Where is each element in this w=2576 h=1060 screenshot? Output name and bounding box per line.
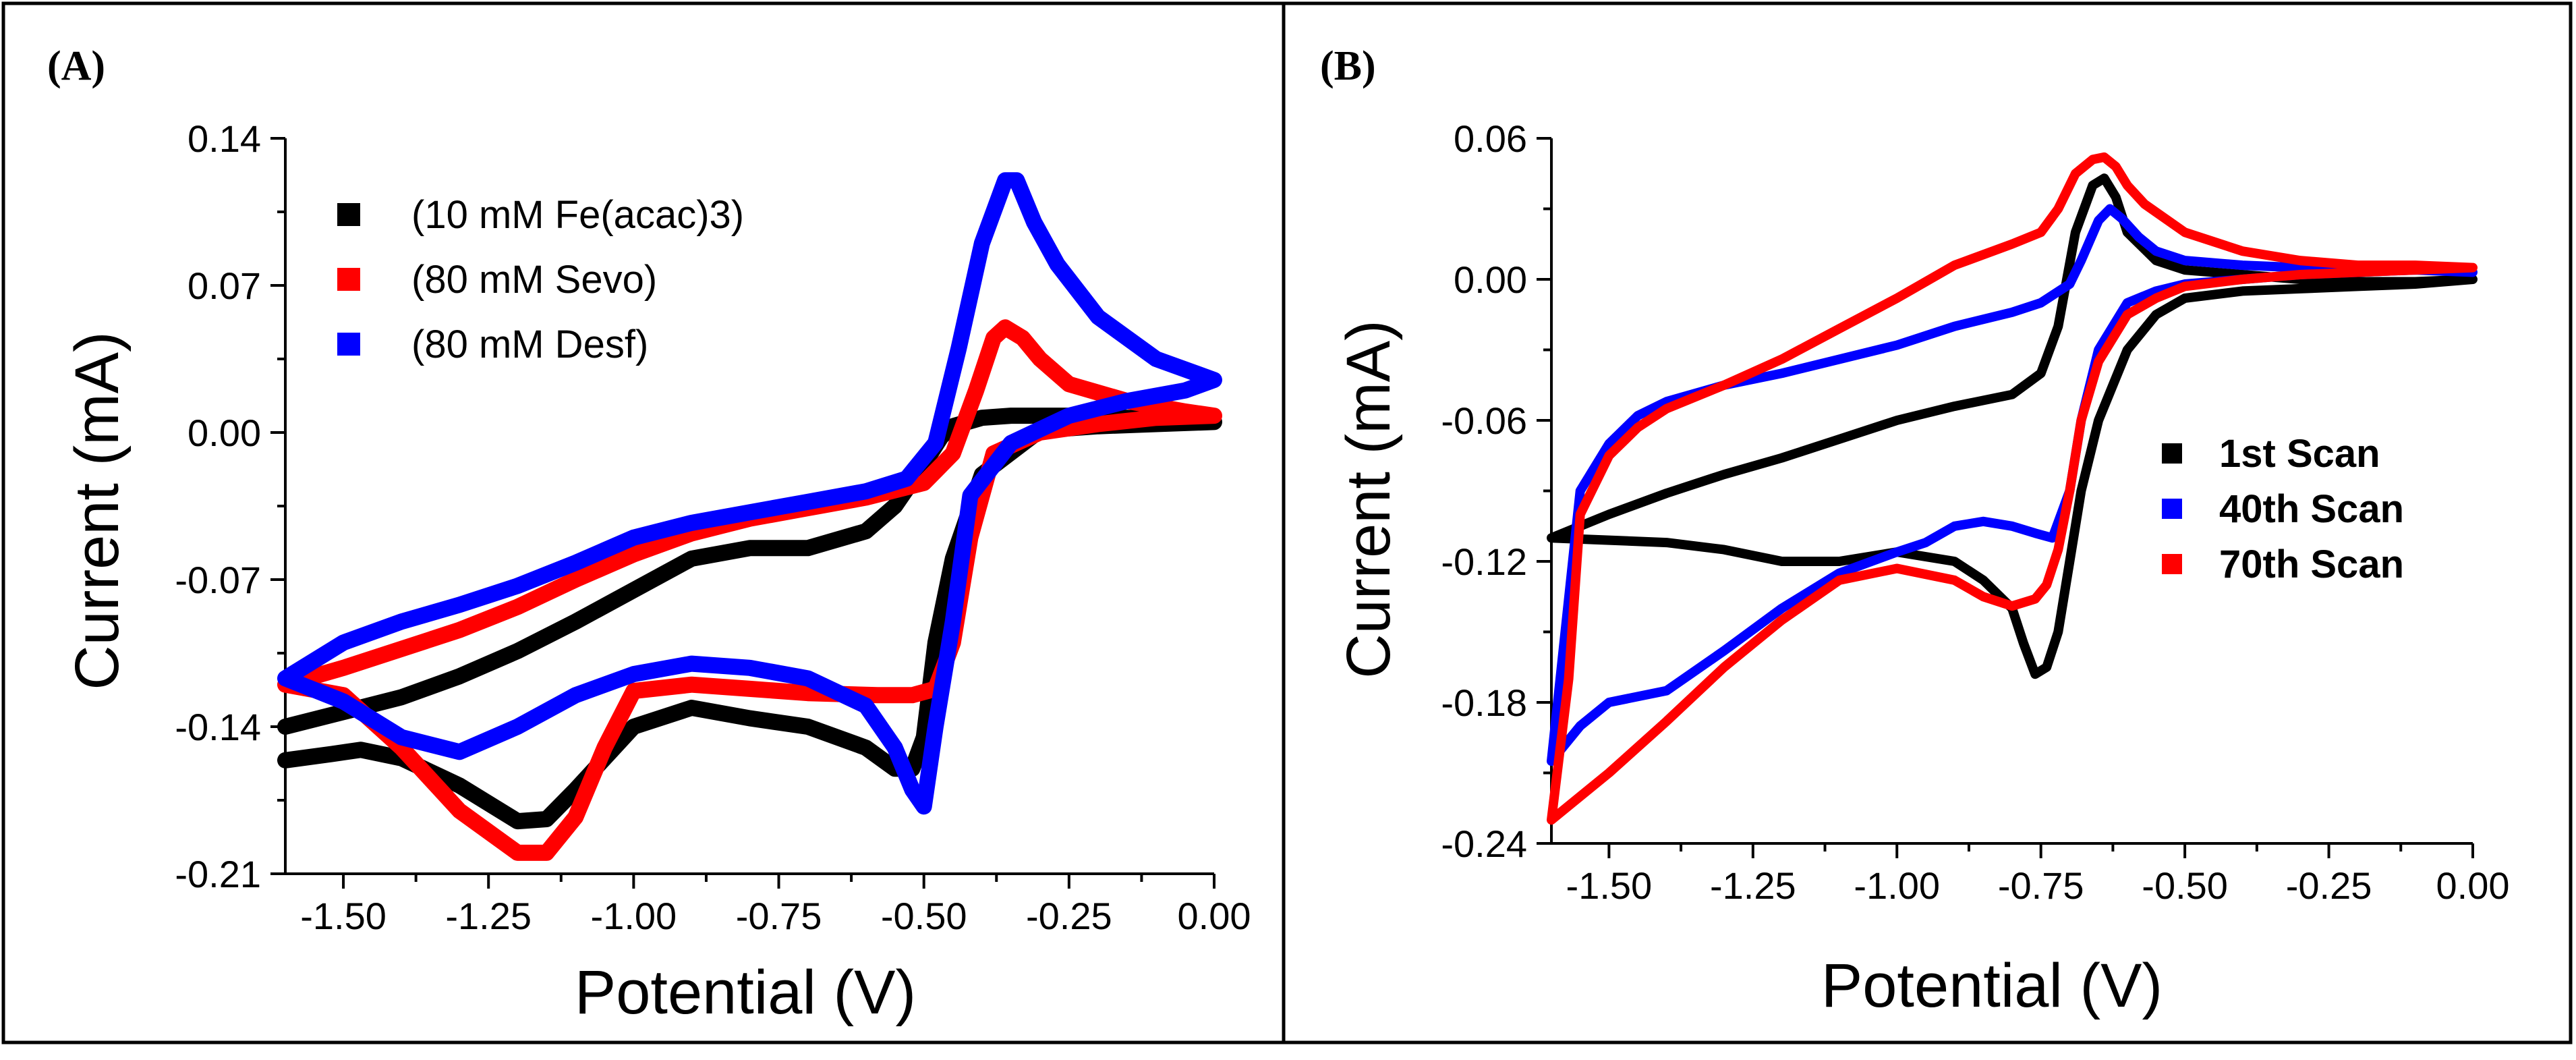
panel-b-plot — [1547, 152, 2478, 825]
panel-b-legend-swatch — [2162, 554, 2182, 574]
panel-b-legend-swatch — [2162, 443, 2182, 464]
panel-b-y-axis-title: Current (mA) — [1334, 320, 1403, 679]
panel-a: (A) -1.50 -1.25 -1.00 -0.75 -0.50 -0.25 0.00 0.… — [47, 43, 1251, 1027]
panel-a-legend-swatch — [337, 333, 360, 356]
panel-b-x-tick-label: -1.00 — [1854, 864, 1940, 907]
panel-b-y-tick-label: -0.06 — [1441, 399, 1527, 442]
panel-a-legend-swatch — [337, 268, 360, 291]
panel-a-y-tick-label: -0.07 — [175, 559, 261, 601]
panel-a-label: (A) — [47, 43, 105, 89]
panel-a-axes: -1.50 -1.25 -1.00 -0.75 -0.50 -0.25 0.00 0.14 0.… — [175, 117, 1251, 937]
panel-a-x-tick-label: -1.00 — [591, 895, 677, 937]
panel-b-label: (B) — [1320, 43, 1376, 89]
panel-a-y-tick-label: 0.00 — [188, 412, 261, 454]
panel-a-legend-label: (80 mM Desf) — [411, 323, 648, 366]
panel-b-x-tick-label: -0.25 — [2286, 864, 2372, 907]
panel-a-legend: (10 mM Fe(acac)3) (80 mM Sevo) (80 mM Desf… — [337, 193, 744, 366]
panel-b-legend-label: 70th Scan — [2219, 542, 2404, 586]
panel-b-legend: 1st Scan 40th Scan 70th Scan — [2162, 432, 2404, 586]
panel-b: (B) -1.50 -1.25 -1.00 -0.75 -0.50 -0.25 0.00 0.… — [1320, 43, 2510, 1020]
panel-a-y-axis-title: Current (mA) — [63, 331, 132, 690]
panel-b-y-tick-label: 0.06 — [1454, 117, 1527, 160]
panel-a-y-tick-label: -0.21 — [175, 853, 261, 895]
panel-b-x-tick-label: -0.75 — [1998, 864, 2084, 907]
panel-a-y-tick-label: -0.14 — [175, 706, 261, 748]
panel-a-legend-label: (10 mM Fe(acac)3) — [411, 193, 744, 237]
panel-a-series-3 — [277, 172, 1222, 815]
panel-b-legend-label: 1st Scan — [2219, 432, 2380, 476]
panel-a-x-axis-title: Potential (V) — [575, 958, 916, 1027]
panel-a-y-tick-label: 0.14 — [188, 117, 261, 160]
panel-b-legend-swatch — [2162, 499, 2182, 519]
panel-b-y-tick-label: -0.24 — [1441, 822, 1527, 865]
panel-a-y-tick-label: 0.07 — [188, 264, 261, 307]
panel-a-x-tick-label: 0.00 — [1178, 895, 1251, 937]
panel-b-x-tick-label: -1.25 — [1710, 864, 1796, 907]
panel-a-legend-label: (80 mM Sevo) — [411, 258, 657, 302]
panel-b-series-1 — [1547, 173, 2478, 679]
panel-b-x-tick-label: 0.00 — [2436, 864, 2510, 907]
panel-a-series-2 — [277, 319, 1222, 861]
panel-b-y-tick-label: -0.18 — [1441, 681, 1527, 724]
panel-a-legend-swatch — [337, 203, 360, 226]
panel-b-legend-label: 40th Scan — [2219, 487, 2404, 531]
panel-b-series-3 — [1547, 152, 2478, 825]
panel-a-x-tick-label: -0.50 — [881, 895, 967, 937]
panel-b-x-tick-label: -0.50 — [2142, 864, 2228, 907]
panel-b-y-tick-label: -0.12 — [1441, 540, 1527, 583]
panel-a-x-tick-label: -1.25 — [445, 895, 532, 937]
panel-a-x-tick-label: -0.75 — [736, 895, 822, 937]
panel-b-x-axis-title: Potential (V) — [1821, 951, 2163, 1020]
panel-b-frame — [1282, 1, 2573, 1044]
panel-a-x-tick-label: -1.50 — [300, 895, 387, 937]
panel-b-x-tick-label: -1.50 — [1566, 864, 1653, 907]
panel-a-x-tick-label: -0.25 — [1026, 895, 1112, 937]
panel-b-y-tick-label: 0.00 — [1454, 258, 1527, 301]
panel-a-plot — [277, 172, 1222, 861]
